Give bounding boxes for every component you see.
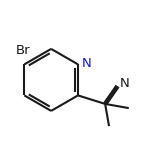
Text: Br: Br bbox=[16, 44, 30, 57]
Text: N: N bbox=[82, 57, 92, 70]
Text: N: N bbox=[120, 77, 130, 89]
